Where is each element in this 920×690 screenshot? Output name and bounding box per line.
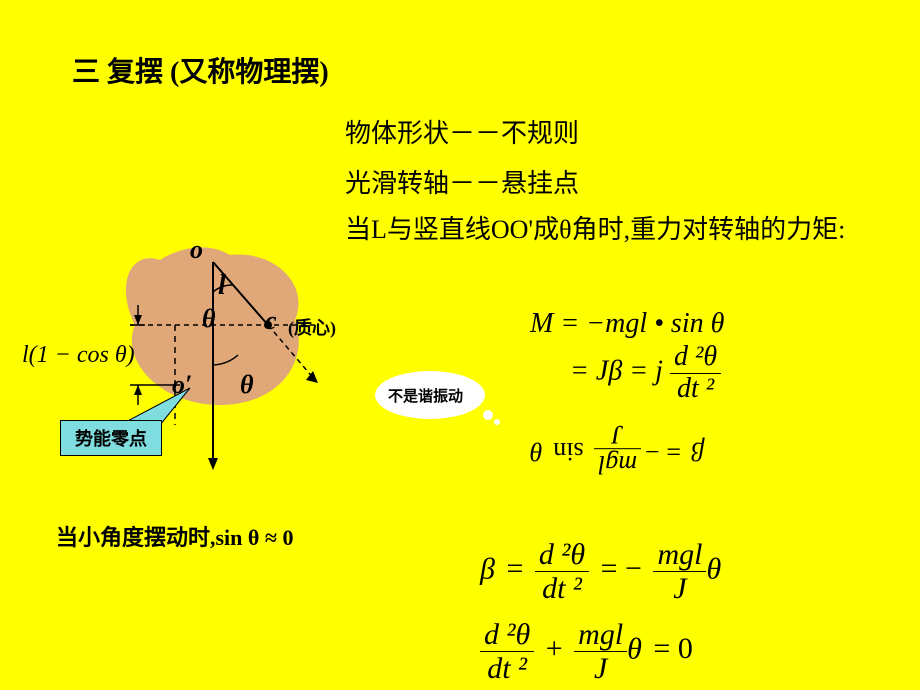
- den1: dt ²: [677, 373, 714, 404]
- eq4-zero: = 0: [642, 632, 697, 665]
- label-o: o: [190, 235, 203, 265]
- label-masscenter: (质心): [288, 314, 336, 340]
- eq3-beta: β: [480, 552, 495, 585]
- eq4-plus: +: [534, 632, 574, 665]
- eq3-theta: θ: [706, 552, 721, 585]
- rot-den: J: [594, 420, 641, 449]
- eq3-num1: d ²θ: [539, 538, 585, 571]
- label-l: l: [218, 270, 226, 302]
- text-axis: 光滑转轴－－悬挂点: [345, 163, 579, 200]
- equation-final: d ²θdt ² + mglJθ = 0: [480, 618, 697, 685]
- num1: d ²θ: [674, 341, 717, 372]
- text-moment: 当L与竖直线OO'成θ角时,重力对转轴的力矩:: [345, 213, 865, 247]
- eq3-den2: J: [653, 572, 706, 605]
- label-oprime: o′: [172, 370, 192, 400]
- eq3-minus: = −: [589, 552, 653, 585]
- rot-frac: mglJ: [594, 420, 641, 478]
- rot-beta: β: [691, 437, 704, 466]
- rot-theta: θ: [530, 437, 543, 466]
- equation-Jbeta: = Jβ = j d ²θdt ²: [570, 342, 721, 405]
- eq3-num2: mgl: [653, 538, 706, 572]
- small-angle-text: 当小角度摆动时,sin θ ≈ 0: [56, 520, 293, 552]
- arrow-diag-icon: [306, 371, 318, 383]
- sym-M: M: [530, 308, 553, 339]
- speech-bubble: 不是谐振动: [370, 367, 500, 427]
- equation-M: M = −mgl • sin θ: [530, 308, 724, 340]
- rot-sin: sin: [543, 437, 594, 466]
- eq1-rhs: = −mgl • sin θ: [553, 308, 724, 339]
- label-theta-top: θ: [202, 304, 216, 334]
- eq4-frac1: d ²θdt ²: [480, 618, 534, 685]
- eq3-frac2: mglJ: [653, 538, 706, 605]
- arrow-down-icon: [208, 458, 218, 470]
- pe-zero-box: 势能零点: [60, 420, 162, 456]
- label-theta-bottom: θ: [240, 370, 254, 400]
- eq4-frac2: mglJ: [574, 618, 627, 685]
- meas-head2-icon: [134, 385, 142, 395]
- eq3-frac1: d ²θdt ²: [535, 538, 589, 605]
- eq4-den2: J: [574, 652, 627, 685]
- text-shape: 物体形状－－不规则: [345, 113, 579, 150]
- eq4-theta: θ: [627, 632, 642, 665]
- slide-title: 三 复摆 (又称物理摆): [72, 50, 329, 90]
- equation-rotated: β = −mglJ sin θ: [530, 420, 730, 478]
- eq4-den1: dt ²: [487, 652, 527, 685]
- rot-eq: = −: [641, 437, 691, 466]
- eq3-eq1: =: [495, 552, 535, 585]
- frac-d2theta-dt2-1: d ²θdt ²: [670, 342, 721, 405]
- rot-num: mgl: [594, 449, 641, 479]
- label-l1cos: l(1 − cos θ): [22, 342, 135, 369]
- bubble-text: 不是谐振动: [388, 385, 463, 406]
- eq4-num2: mgl: [574, 618, 627, 652]
- equation-beta: β = d ²θdt ² = − mglJθ: [480, 538, 721, 605]
- label-c: c: [265, 306, 277, 336]
- eq2-lhs: = Jβ = j: [570, 356, 670, 387]
- eq3-den1: dt ²: [542, 572, 582, 605]
- eq4-num1: d ²θ: [484, 618, 530, 651]
